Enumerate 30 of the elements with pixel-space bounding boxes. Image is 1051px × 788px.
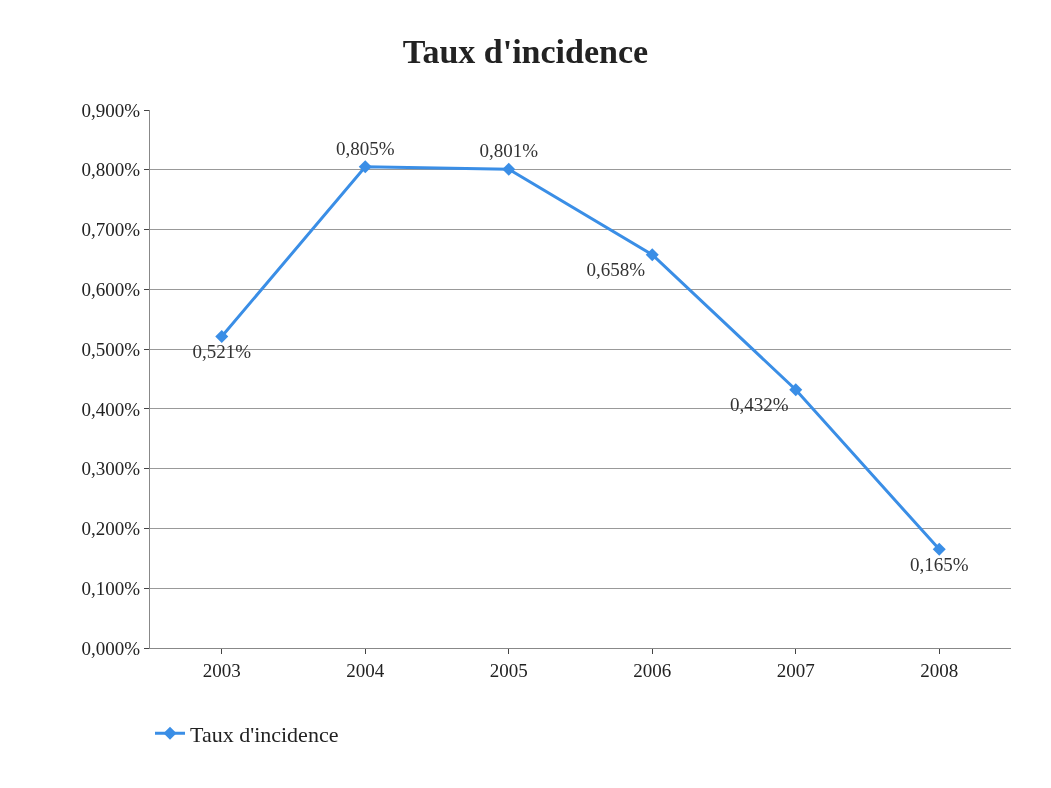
data-label: 0,801%	[479, 140, 539, 162]
y-tick-label: 0,200%	[81, 518, 141, 540]
x-tick-label: 2003	[202, 659, 241, 681]
data-label: 0,165%	[909, 553, 969, 575]
legend-label: Taux d'incidence	[190, 721, 339, 747]
y-tick-label: 0,400%	[81, 398, 141, 420]
point	[645, 248, 659, 262]
data-label: 0,521%	[192, 341, 252, 363]
chart-title: Taux d'incidence	[402, 33, 649, 71]
point	[358, 160, 372, 174]
x-tick-label: 2004	[346, 659, 385, 681]
x-tick-label: 2006	[633, 659, 672, 681]
data-label: 0,432%	[729, 394, 789, 416]
point	[502, 162, 516, 176]
y-tick-label: 0,700%	[81, 219, 141, 241]
x-tick-label: 2007	[776, 659, 815, 681]
y-tick-label: 0,600%	[81, 278, 141, 300]
x-tick-label: 2008	[920, 659, 959, 681]
y-tick-label: 0,800%	[81, 159, 141, 181]
x-tick-label: 2005	[489, 659, 528, 681]
point	[789, 383, 803, 397]
y-tick-label: 0,100%	[81, 577, 141, 599]
y-tick-label: 0,300%	[81, 458, 141, 480]
y-tick-label: 0,000%	[81, 637, 141, 659]
point	[932, 542, 946, 556]
data-label: 0,658%	[586, 259, 646, 281]
y-tick-label: 0,500%	[81, 338, 141, 360]
y-tick-label: 0,900%	[81, 99, 141, 121]
data-label: 0,805%	[335, 137, 395, 159]
point	[215, 330, 229, 344]
